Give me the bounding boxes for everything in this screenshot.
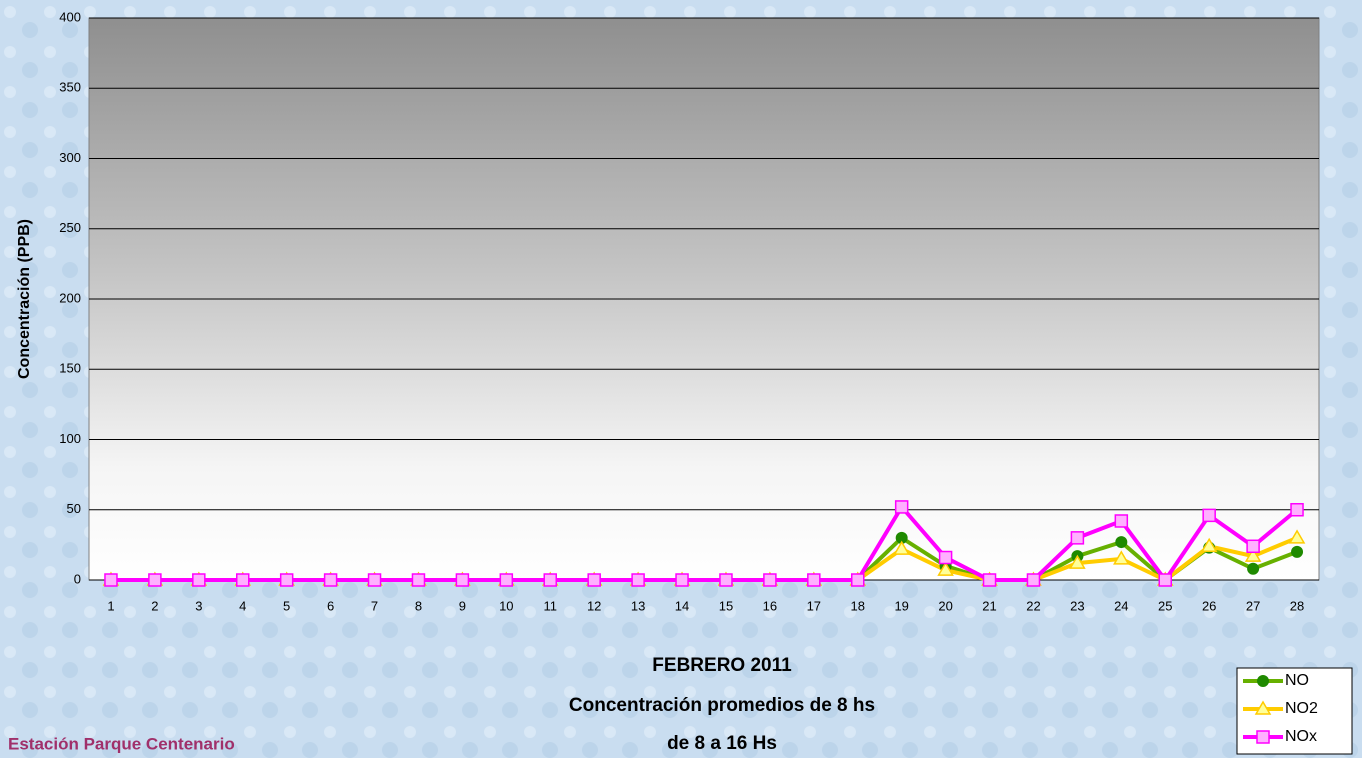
marker	[764, 574, 776, 586]
marker	[676, 574, 688, 586]
marker	[369, 574, 381, 586]
x-tick-label: 4	[239, 598, 246, 613]
y-tick-label: 350	[59, 80, 81, 95]
x-tick-label: 23	[1070, 598, 1084, 613]
x-tick-label: 17	[807, 598, 821, 613]
marker	[1248, 563, 1259, 574]
x-tick-label: 26	[1202, 598, 1216, 613]
marker	[632, 574, 644, 586]
x-tick-label: 14	[675, 598, 689, 613]
marker	[149, 574, 161, 586]
marker	[456, 574, 468, 586]
marker	[1291, 504, 1303, 516]
x-tick-label: 1	[107, 598, 114, 613]
x-tick-label: 25	[1158, 598, 1172, 613]
x-tick-label: 9	[459, 598, 466, 613]
x-tick-label: 5	[283, 598, 290, 613]
marker	[896, 501, 908, 513]
marker	[1027, 574, 1039, 586]
marker	[940, 552, 952, 564]
marker	[1159, 574, 1171, 586]
marker	[193, 574, 205, 586]
annotation: Estación Parque Centenario	[8, 734, 235, 753]
x-tick-label: 8	[415, 598, 422, 613]
legend-label: NO2	[1285, 700, 1318, 717]
x-tick-label: 3	[195, 598, 202, 613]
y-tick-label: 300	[59, 150, 81, 165]
x-tick-label: 27	[1246, 598, 1260, 613]
x-tick-label: 24	[1114, 598, 1128, 613]
marker	[1071, 532, 1083, 544]
legend-label: NO	[1285, 672, 1309, 689]
marker	[105, 574, 117, 586]
y-tick-label: 200	[59, 290, 81, 305]
x-tick-label: 10	[499, 598, 513, 613]
y-tick-label: 100	[59, 431, 81, 446]
marker	[544, 574, 556, 586]
marker	[237, 574, 249, 586]
x-tick-label: 28	[1290, 598, 1304, 613]
x-tick-label: 2	[151, 598, 158, 613]
marker	[1292, 546, 1303, 557]
x-tick-label: 20	[938, 598, 952, 613]
x-tick-label: 22	[1026, 598, 1040, 613]
x-tick-label: 6	[327, 598, 334, 613]
legend-marker	[1258, 676, 1269, 687]
marker	[412, 574, 424, 586]
marker	[1247, 540, 1259, 552]
marker	[1115, 515, 1127, 527]
x-tick-label: 12	[587, 598, 601, 613]
y-tick-label: 150	[59, 361, 81, 376]
x-tick-label: 7	[371, 598, 378, 613]
x-tick-label: 13	[631, 598, 645, 613]
marker	[588, 574, 600, 586]
x-tick-label: 11	[544, 598, 558, 613]
chart-title: FEBRERO 2011	[652, 655, 792, 676]
marker	[500, 574, 512, 586]
y-tick-label: 0	[74, 571, 81, 586]
marker	[852, 574, 864, 586]
marker	[808, 574, 820, 586]
marker	[281, 574, 293, 586]
x-tick-label: 19	[894, 598, 908, 613]
y-tick-label: 400	[59, 9, 81, 24]
y-tick-label: 50	[67, 501, 81, 516]
marker	[1203, 509, 1215, 521]
y-axis-label: Concentración (PPB)	[16, 219, 33, 379]
marker	[720, 574, 732, 586]
marker	[325, 574, 337, 586]
marker	[984, 574, 996, 586]
x-tick-label: 18	[851, 598, 865, 613]
chart: Concentración (PPB) FEBRERO 2011 Concent…	[0, 0, 1362, 758]
marker	[1116, 537, 1127, 548]
legend-label: NOx	[1285, 728, 1317, 745]
chart-title: Concentración promedios de 8 hs	[569, 695, 875, 716]
x-tick-label: 15	[719, 598, 733, 613]
x-tick-label: 16	[763, 598, 777, 613]
x-tick-label: 21	[982, 598, 996, 613]
chart-title: de 8 a 16 Hs	[667, 733, 777, 754]
legend-marker	[1257, 731, 1269, 743]
y-tick-label: 250	[59, 220, 81, 235]
